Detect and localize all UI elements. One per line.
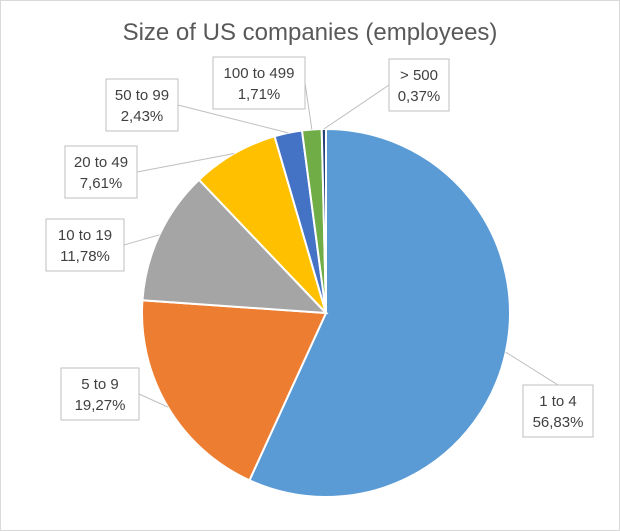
leader-line-3 bbox=[123, 234, 160, 246]
data-label-box-7 bbox=[388, 58, 450, 112]
pie-slice-2 bbox=[141, 299, 328, 482]
data-label-value-3: 11,78% bbox=[60, 248, 110, 265]
leader-line-2 bbox=[138, 393, 169, 408]
pie-slice-1 bbox=[248, 127, 511, 498]
data-label-value-5: 2,43% bbox=[121, 108, 164, 125]
leader-line-4 bbox=[136, 153, 235, 173]
leader-lines bbox=[123, 82, 559, 408]
pie-slices bbox=[141, 127, 511, 498]
data-label-value-1: 56,83% bbox=[533, 414, 584, 431]
data-label-box-3 bbox=[45, 218, 125, 272]
pie-slice-7 bbox=[320, 127, 327, 314]
data-label-box-6 bbox=[212, 56, 306, 110]
data-label-category-7: > 500 bbox=[400, 67, 438, 84]
data-label-value-7: 0,37% bbox=[398, 88, 441, 105]
data-label-value-6: 1,71% bbox=[238, 86, 281, 103]
data-label-category-1: 1 to 4 bbox=[539, 393, 577, 410]
data-label-category-4: 20 to 49 bbox=[74, 154, 128, 171]
data-label-category-3: 10 to 19 bbox=[58, 227, 112, 244]
leader-line-5 bbox=[177, 104, 289, 134]
data-labels: 1 to 4 56,83% 5 to 9 19,27% 10 to 19 11,78% 20… bbox=[45, 56, 594, 438]
pie-slice-3 bbox=[141, 178, 329, 315]
leader-line-1 bbox=[505, 351, 559, 386]
leader-line-6 bbox=[304, 82, 313, 130]
leader-line-7 bbox=[323, 84, 390, 130]
data-label-category-6: 100 to 499 bbox=[224, 65, 295, 82]
data-label-category-5: 50 to 99 bbox=[115, 87, 169, 104]
data-label-category-2: 5 to 9 bbox=[81, 376, 119, 393]
data-label-box-1 bbox=[522, 384, 594, 438]
data-label-box-2 bbox=[60, 367, 140, 421]
chart-title: Size of US companies (employees) bbox=[122, 19, 498, 46]
data-label-value-2: 19,27% bbox=[75, 397, 126, 414]
data-label-box-5 bbox=[105, 78, 179, 132]
data-label-box-4 bbox=[64, 145, 138, 199]
data-label-value-4: 7,61% bbox=[80, 175, 123, 192]
